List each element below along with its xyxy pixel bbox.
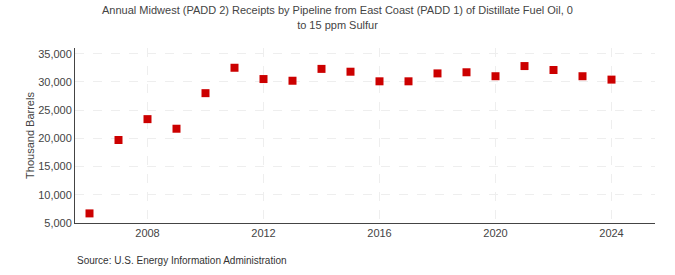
svg-text:35,000: 35,000 bbox=[38, 48, 72, 60]
svg-text:10,000: 10,000 bbox=[38, 189, 72, 201]
svg-text:2020: 2020 bbox=[483, 227, 507, 239]
svg-text:15,000: 15,000 bbox=[38, 160, 72, 172]
svg-text:Source: U.S. Energy Informatio: Source: U.S. Energy Information Administ… bbox=[77, 255, 287, 266]
svg-text:25,000: 25,000 bbox=[38, 104, 72, 116]
svg-text:2016: 2016 bbox=[367, 227, 391, 239]
svg-text:2024: 2024 bbox=[599, 227, 623, 239]
svg-text:2012: 2012 bbox=[251, 227, 275, 239]
svg-text:2008: 2008 bbox=[135, 227, 159, 239]
svg-text:Annual Midwest (PADD 2) Receip: Annual Midwest (PADD 2) Receipts by Pipe… bbox=[102, 4, 573, 30]
svg-text:30,000: 30,000 bbox=[38, 76, 72, 88]
svg-text:Thousand Barrels: Thousand Barrels bbox=[24, 92, 36, 179]
svg-text:20,000: 20,000 bbox=[38, 132, 72, 144]
svg-text:5,000: 5,000 bbox=[44, 217, 72, 229]
